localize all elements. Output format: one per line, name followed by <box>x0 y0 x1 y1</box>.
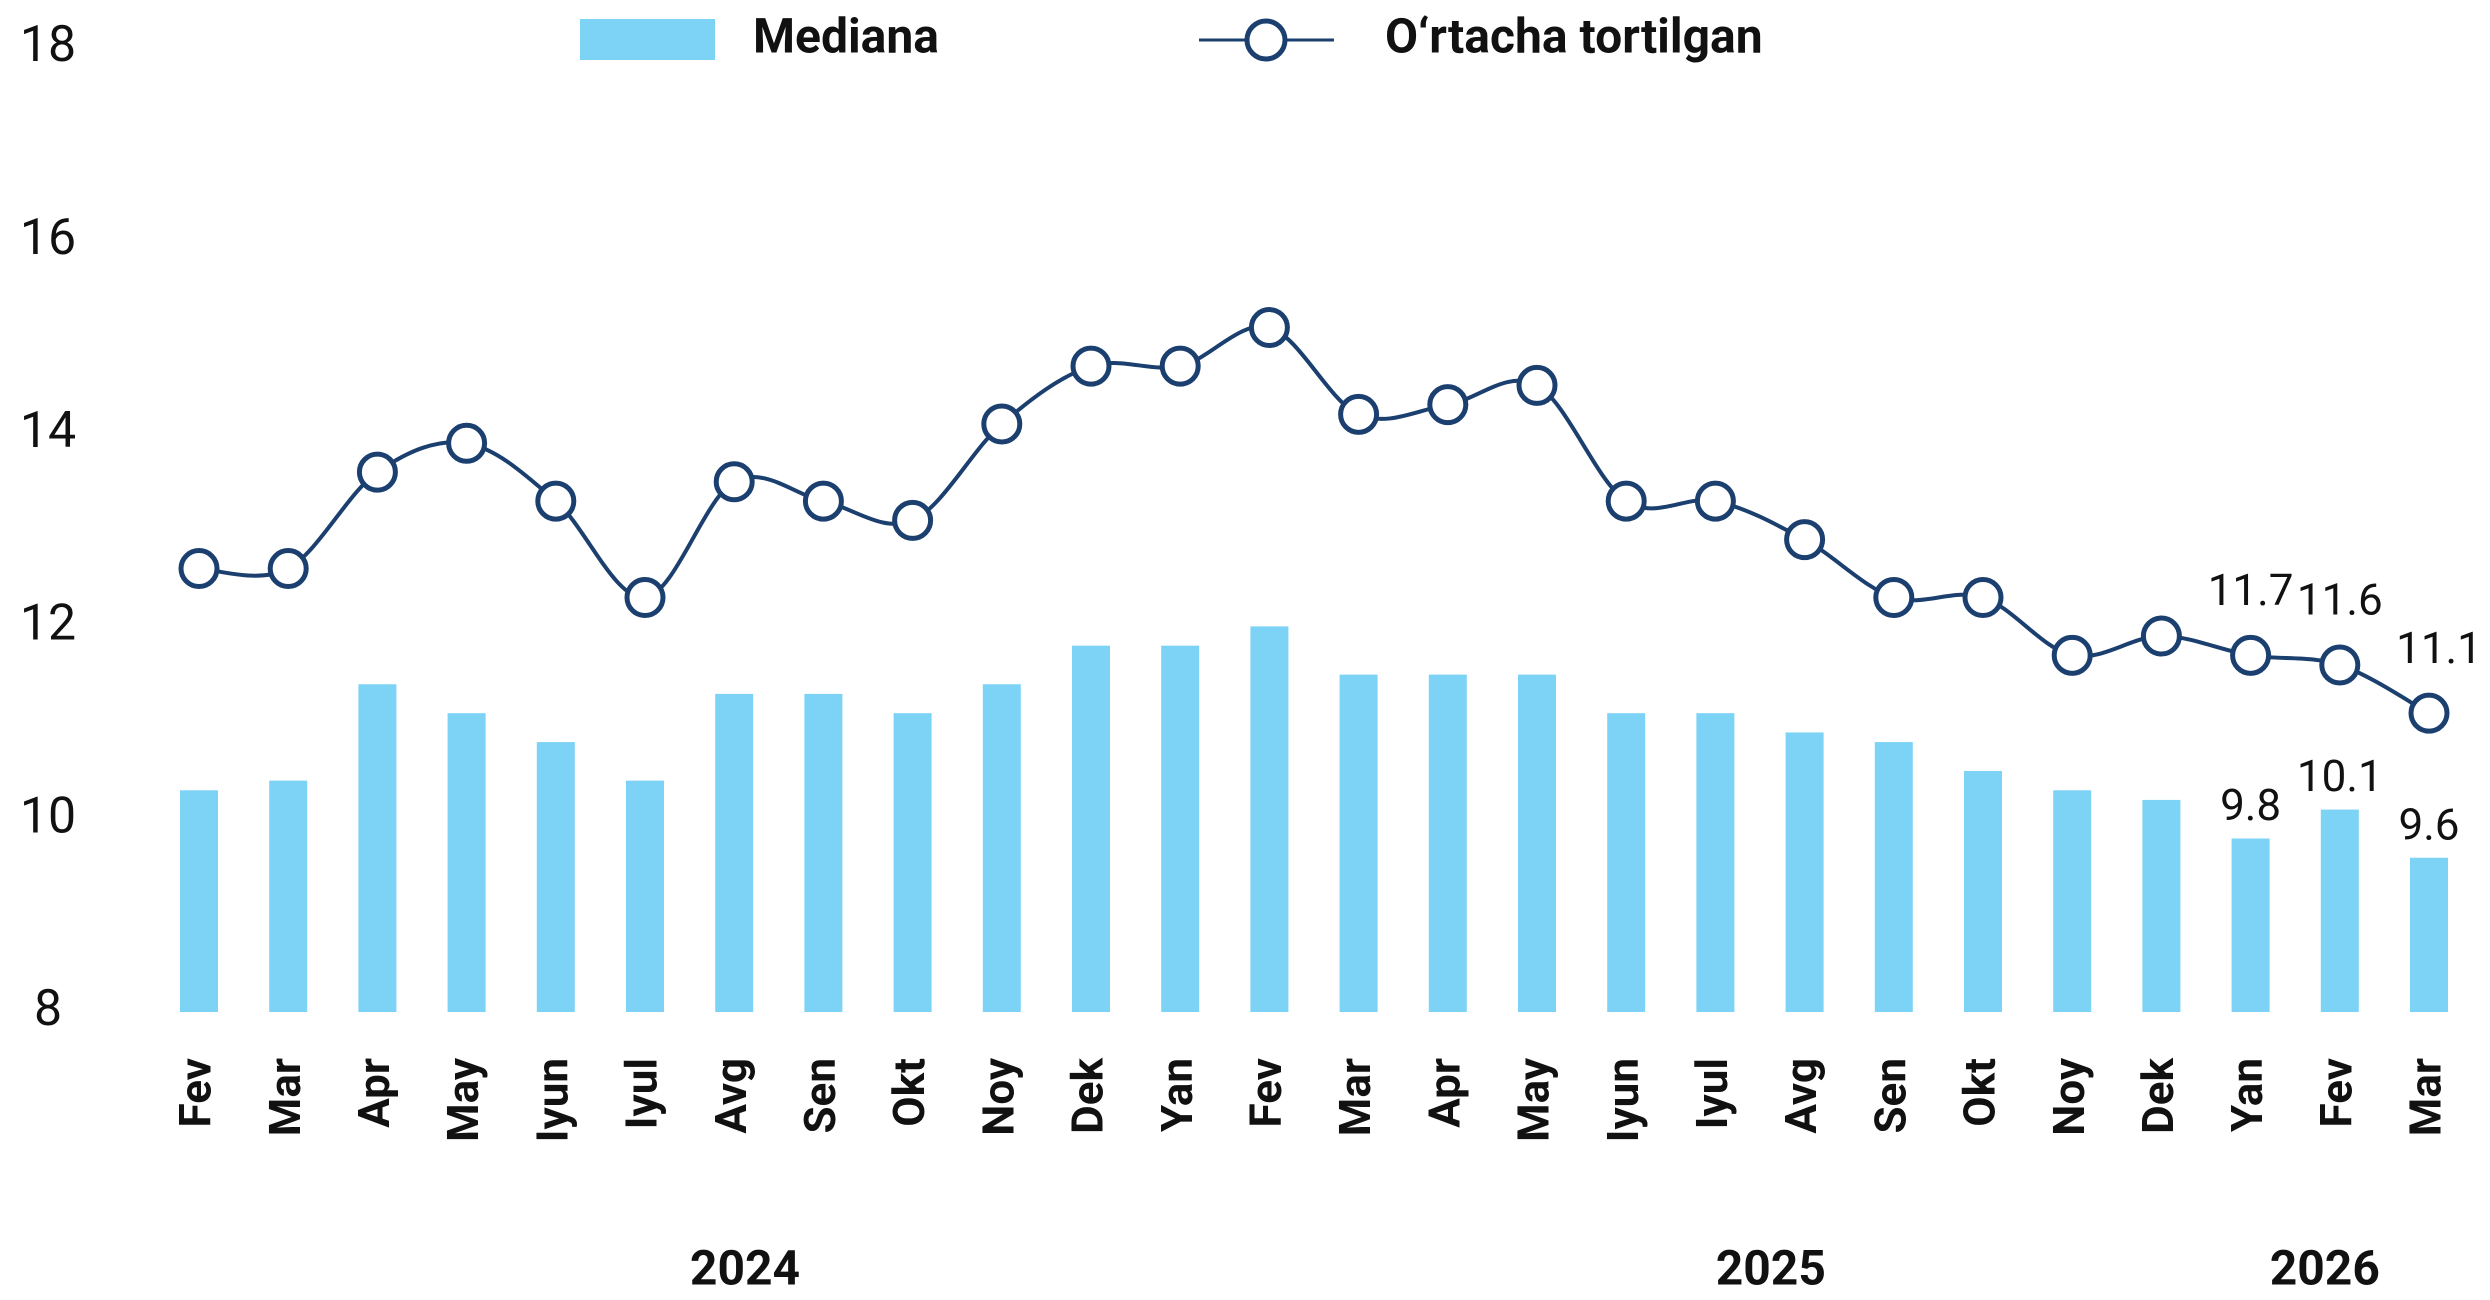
bar <box>1607 713 1646 1012</box>
line-marker <box>981 403 1023 445</box>
bar <box>2142 799 2181 1012</box>
line-marker <box>1516 364 1558 406</box>
line-marker <box>802 480 844 522</box>
line-marker <box>2140 615 2182 657</box>
y-tick-label: 14 <box>20 402 76 460</box>
legend-swatch <box>580 19 715 60</box>
data-label: 11.1 <box>2396 622 2482 674</box>
line-marker <box>2230 634 2272 676</box>
y-tick-label: 12 <box>20 595 76 653</box>
line-marker <box>1338 393 1380 435</box>
bar <box>1250 626 1289 1012</box>
y-tick-label: 10 <box>20 787 76 845</box>
bar <box>1696 713 1735 1012</box>
data-label: 11.6 <box>2297 574 2383 626</box>
data-label: 11.7 <box>2208 564 2294 616</box>
bar <box>1874 742 1913 1012</box>
x-tick-label: Iyun <box>526 1058 578 1142</box>
data-label: 9.6 <box>2398 798 2459 850</box>
x-tick-label: Fev <box>170 1058 222 1127</box>
legend-marker <box>1244 18 1288 62</box>
y-tick-label: 16 <box>20 209 76 267</box>
line-marker <box>1605 480 1647 522</box>
x-tick-label: Yan <box>1151 1058 1203 1132</box>
legend-label: O‘rtacha tortilgan <box>1385 8 1763 65</box>
x-tick-label: Fev <box>2310 1058 2362 1127</box>
line-marker <box>713 461 755 503</box>
line-marker <box>2051 634 2093 676</box>
bar <box>1339 674 1378 1012</box>
bar <box>1785 732 1824 1012</box>
line-marker <box>1784 519 1826 561</box>
year-label: 2025 <box>1716 1240 1826 1297</box>
line-marker <box>178 548 220 590</box>
y-tick-label: 18 <box>20 16 76 74</box>
x-tick-label: Yan <box>2221 1058 2273 1132</box>
bar <box>626 780 664 1012</box>
bar <box>1964 771 2002 1012</box>
line-marker <box>356 451 398 493</box>
line-marker <box>1427 384 1469 426</box>
year-label: 2024 <box>690 1240 800 1297</box>
x-tick-label: Mar <box>2400 1058 2452 1136</box>
x-tick-label: Apr <box>348 1058 400 1128</box>
x-tick-label: Noy <box>2043 1057 2095 1136</box>
x-tick-label: May <box>437 1057 489 1142</box>
x-tick-label: Mar <box>1329 1058 1381 1136</box>
line <box>198 324 2430 715</box>
x-tick-label: Dek <box>2132 1058 2184 1134</box>
line-marker <box>1070 345 1112 387</box>
x-tick-label: Iyul <box>1686 1058 1738 1129</box>
x-tick-label: Okt <box>1954 1058 2006 1127</box>
bar <box>2320 809 2359 1012</box>
x-tick-label: May <box>1508 1057 1560 1142</box>
bar <box>1072 645 1110 1012</box>
data-label: 10.1 <box>2297 750 2383 802</box>
bar <box>2053 790 2092 1012</box>
line-marker <box>1159 345 1201 387</box>
y-tick-label: 8 <box>34 980 62 1038</box>
x-tick-label: Sen <box>1864 1058 1916 1134</box>
bar <box>1161 645 1200 1012</box>
line-marker <box>535 480 577 522</box>
x-tick-label: Sen <box>794 1058 846 1134</box>
bar <box>1428 674 1467 1012</box>
x-tick-label: Noy <box>972 1057 1024 1136</box>
line-marker <box>1873 576 1915 618</box>
line-marker <box>2319 644 2361 686</box>
line-marker <box>1962 576 2004 618</box>
x-tick-label: Iyul <box>616 1058 668 1129</box>
line-marker <box>892 499 934 541</box>
bar <box>715 693 754 1012</box>
bar <box>804 693 843 1012</box>
bar <box>536 742 575 1012</box>
bar <box>1518 674 1556 1012</box>
bar <box>982 684 1021 1012</box>
legend-label: Mediana <box>753 8 939 65</box>
line-marker <box>2408 692 2450 734</box>
year-label: 2026 <box>2270 1240 2380 1297</box>
bar <box>358 684 397 1012</box>
line-marker <box>624 576 666 618</box>
line-marker <box>1694 480 1736 522</box>
data-label: 9.8 <box>2220 779 2281 831</box>
x-tick-label: Avg <box>1775 1058 1827 1134</box>
x-tick-label: Okt <box>883 1058 935 1127</box>
x-tick-label: Avg <box>705 1058 757 1134</box>
x-tick-label: Fev <box>1240 1058 1292 1127</box>
line-marker <box>267 548 309 590</box>
bar <box>180 790 218 1012</box>
x-tick-label: Mar <box>259 1058 311 1136</box>
x-tick-label: Apr <box>1418 1058 1470 1128</box>
line-marker <box>1248 307 1290 349</box>
bar <box>893 713 932 1012</box>
x-tick-label: Iyun <box>1597 1058 1649 1142</box>
bar <box>2410 857 2448 1012</box>
bar <box>2231 838 2270 1012</box>
bar <box>447 713 486 1012</box>
bar <box>269 780 308 1012</box>
x-tick-label: Dek <box>1062 1058 1114 1134</box>
line-marker <box>446 422 488 464</box>
